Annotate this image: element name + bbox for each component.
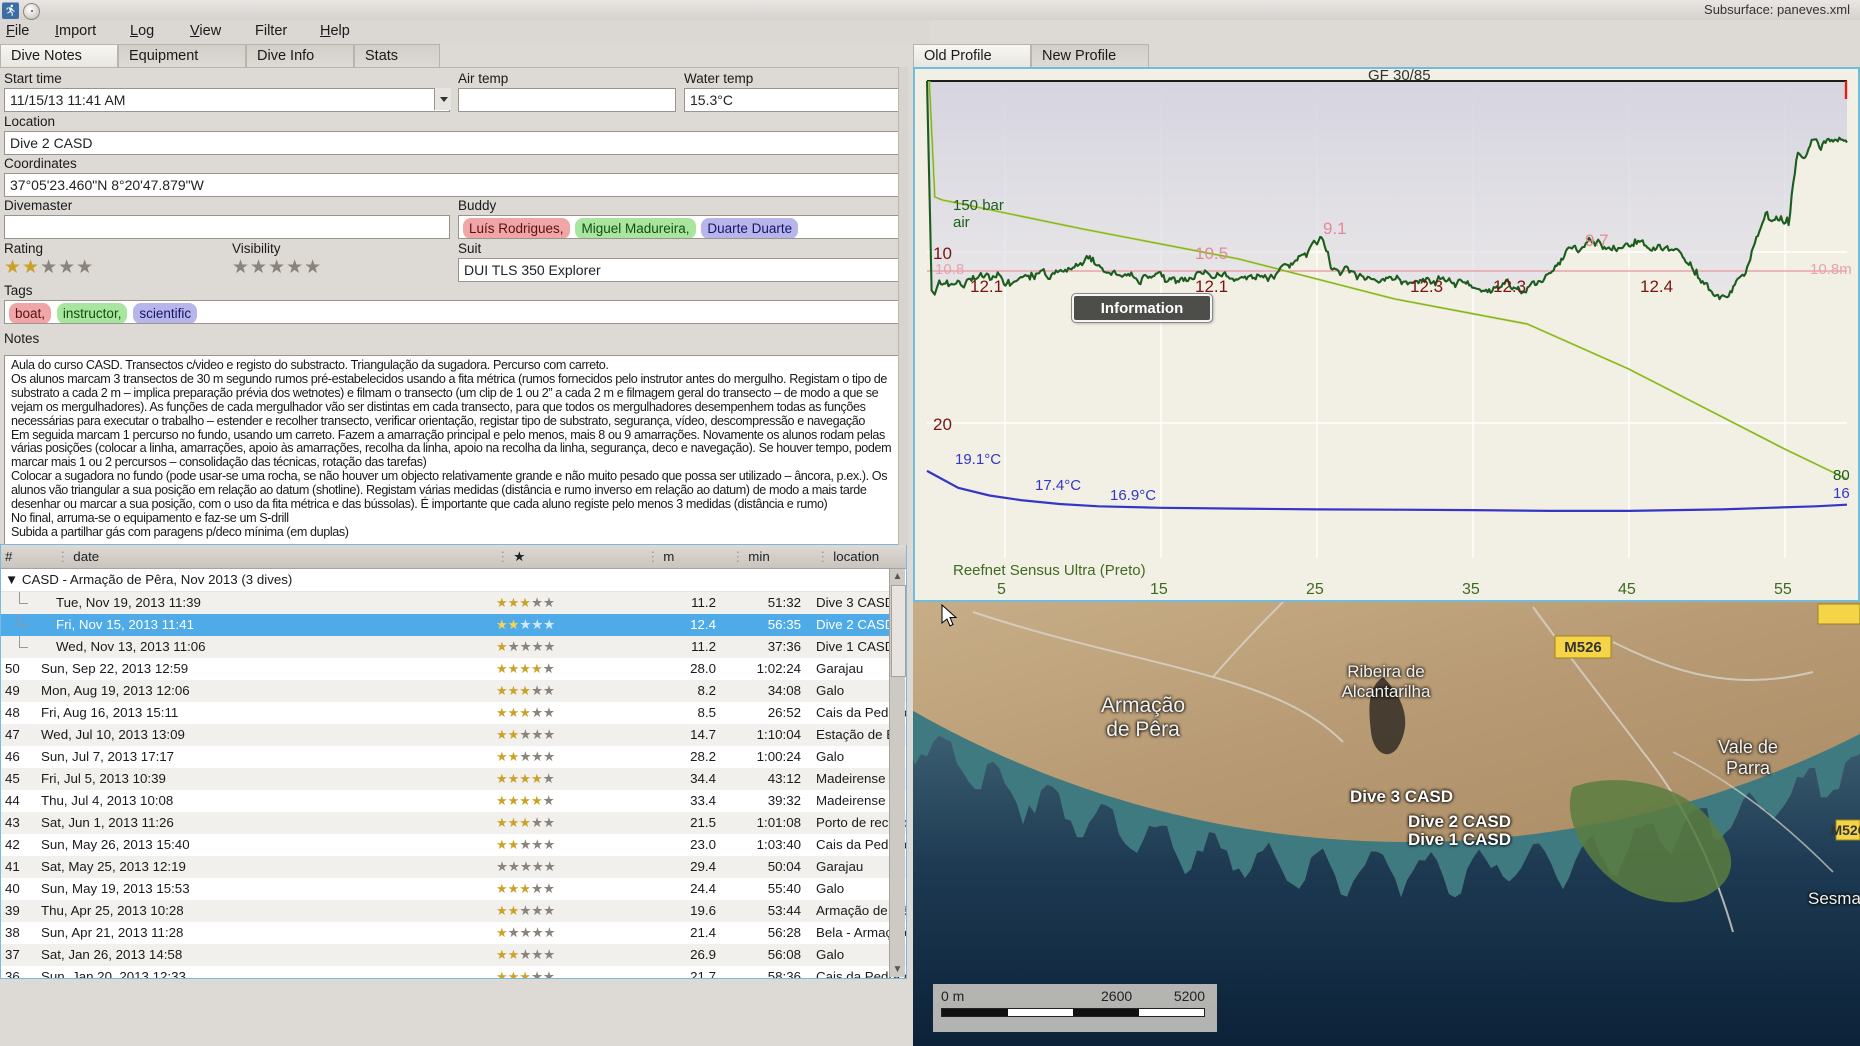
svg-text:M526: M526 [1830, 822, 1860, 838]
svg-text:M526: M526 [1564, 639, 1602, 656]
